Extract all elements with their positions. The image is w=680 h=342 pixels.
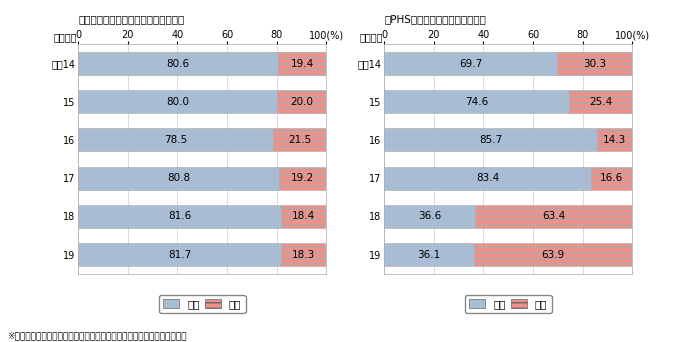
Text: 81.7: 81.7 [168, 250, 191, 260]
Text: 30.3: 30.3 [583, 58, 607, 68]
Bar [281, 205, 326, 228]
Text: （年度）: （年度） [360, 32, 383, 42]
Bar [281, 243, 326, 266]
Text: 80.8: 80.8 [167, 173, 190, 183]
Text: 25.4: 25.4 [590, 97, 613, 107]
Text: 80.0: 80.0 [166, 97, 189, 107]
Bar [597, 129, 632, 152]
Bar [279, 167, 326, 189]
Text: 18.3: 18.3 [292, 250, 316, 260]
Text: 14.3: 14.3 [603, 135, 626, 145]
Text: 36.6: 36.6 [418, 211, 441, 221]
Text: 18.4: 18.4 [292, 211, 316, 221]
Bar [78, 90, 277, 113]
Bar [384, 167, 591, 189]
Text: （年度）: （年度） [54, 32, 77, 42]
Text: 19.2: 19.2 [291, 173, 314, 183]
Bar [474, 243, 632, 266]
Text: 【携帯電話の距離区分別トラヒック】: 【携帯電話の距離区分別トラヒック】 [78, 14, 184, 24]
Bar [475, 205, 632, 228]
Text: 63.9: 63.9 [541, 250, 564, 260]
Bar [78, 52, 278, 75]
Bar [591, 167, 632, 189]
Text: 69.7: 69.7 [459, 58, 482, 68]
Text: 85.7: 85.7 [479, 135, 502, 145]
Bar [384, 243, 474, 266]
Bar [384, 90, 569, 113]
Bar [78, 205, 281, 228]
Bar [384, 129, 597, 152]
Text: 63.4: 63.4 [542, 211, 565, 221]
Bar [569, 90, 632, 113]
Text: 【PHSの距離区分別トラヒック】: 【PHSの距離区分別トラヒック】 [384, 14, 486, 24]
Legend: 県内, 県外: 県内, 県外 [159, 295, 245, 313]
Text: 20.0: 20.0 [290, 97, 313, 107]
Text: 74.6: 74.6 [465, 97, 488, 107]
Text: 21.5: 21.5 [288, 135, 311, 145]
Bar [273, 129, 326, 152]
Text: 83.4: 83.4 [476, 173, 499, 183]
Text: 19.4: 19.4 [290, 58, 314, 68]
Text: 16.6: 16.6 [600, 173, 624, 183]
Bar [278, 52, 326, 75]
Bar [557, 52, 632, 75]
Bar [78, 129, 273, 152]
Legend: 県内, 県外: 県内, 県外 [465, 295, 551, 313]
Bar [78, 167, 279, 189]
Text: 81.6: 81.6 [168, 211, 191, 221]
Bar [78, 243, 281, 266]
Text: 78.5: 78.5 [164, 135, 187, 145]
Text: 80.6: 80.6 [167, 58, 190, 68]
Bar [384, 205, 475, 228]
Text: 36.1: 36.1 [418, 250, 441, 260]
Text: ※　過去の数値については、データを精査した結果を踏まえ修正している: ※ 過去の数値については、データを精査した結果を踏まえ修正している [7, 331, 186, 340]
Bar [277, 90, 326, 113]
Bar [384, 52, 557, 75]
